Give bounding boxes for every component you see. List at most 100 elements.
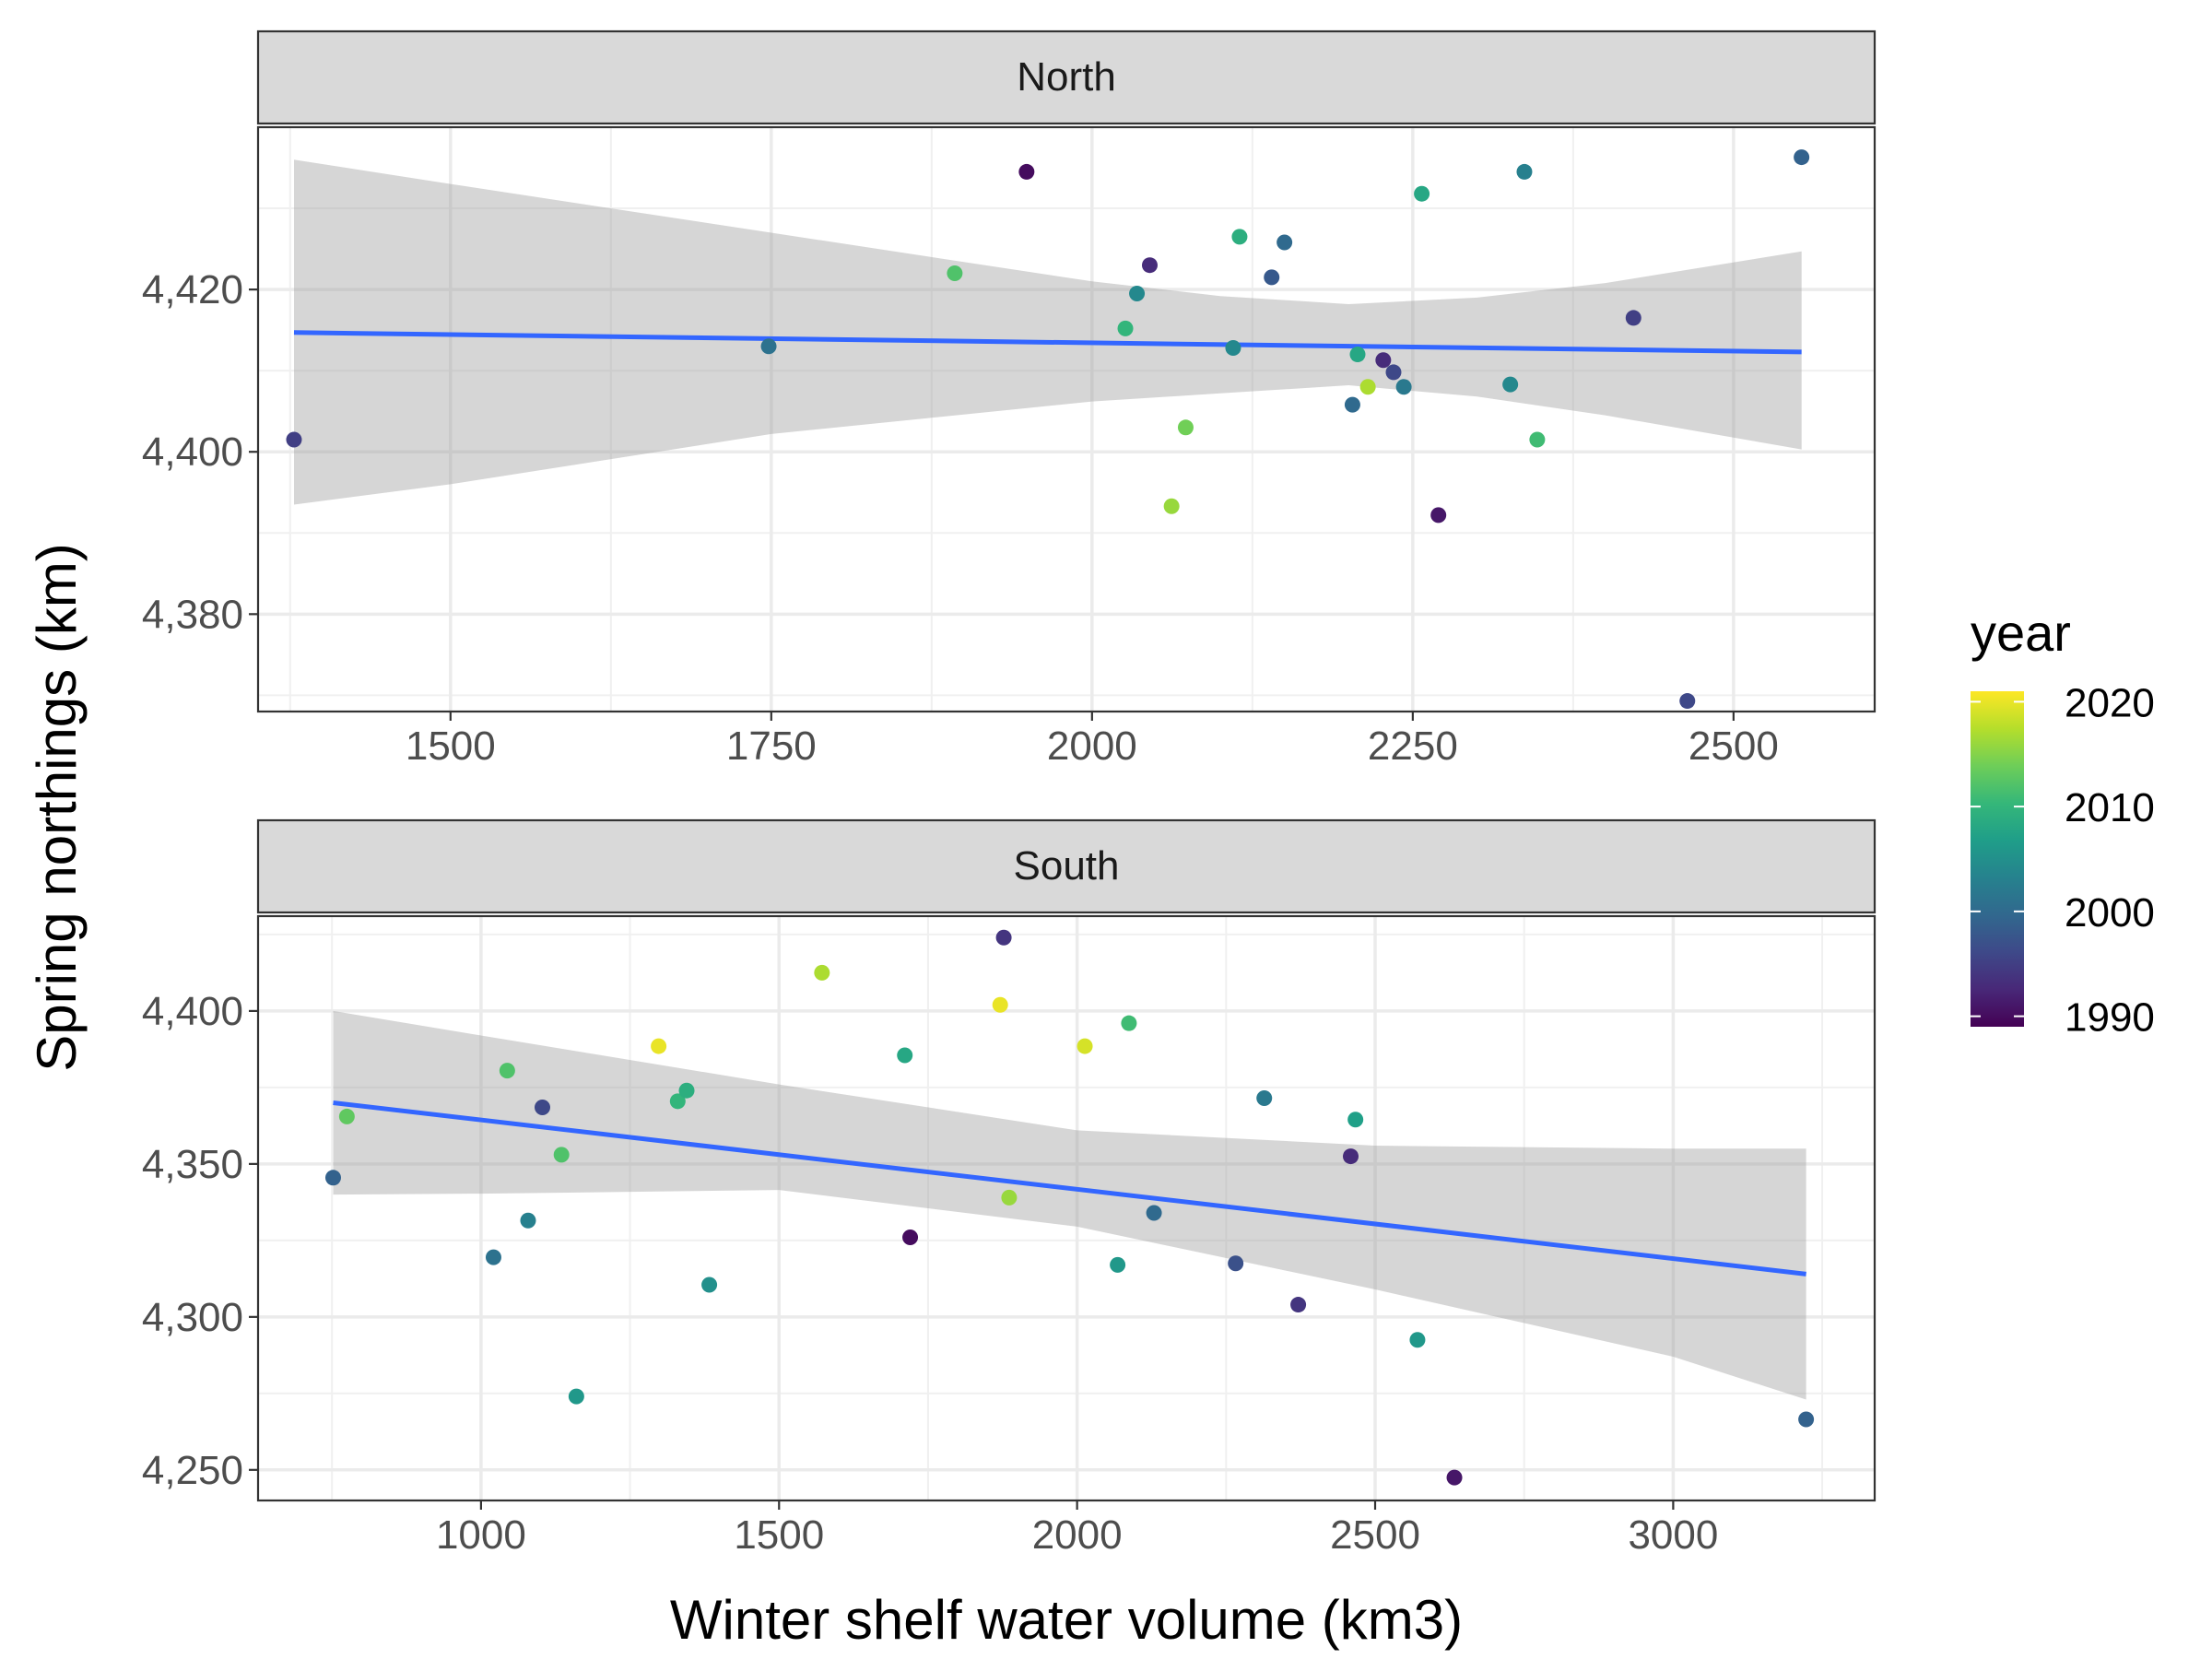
data-point-north — [947, 265, 963, 281]
legend-title: year — [1971, 604, 2071, 662]
y-tick-label: 4,420 — [142, 267, 243, 312]
data-point-north — [1679, 693, 1696, 710]
data-point-south — [1343, 1148, 1359, 1165]
y-tick-label: 4,400 — [142, 989, 243, 1034]
x-tick-label: 2250 — [1368, 724, 1458, 769]
y-axis-south: 4,250 4,300 4,350 4,400 — [142, 989, 258, 1493]
data-point-south — [568, 1388, 584, 1405]
data-point-north — [1359, 379, 1376, 395]
data-point-north — [1430, 507, 1447, 524]
data-point-south — [1256, 1090, 1273, 1107]
data-point-south — [651, 1038, 667, 1054]
data-point-south — [1798, 1411, 1815, 1428]
facet-north: North 1500 1750 2000 2250 2500 4,380 4,400 4,4… — [142, 29, 1877, 769]
y-tick-label: 4,300 — [142, 1295, 243, 1340]
x-tick-label: 2500 — [1688, 724, 1779, 769]
data-point-north — [1529, 431, 1546, 448]
data-point-north — [1414, 185, 1430, 202]
legend-ticks: 1990 2000 2010 2020 — [1971, 680, 2155, 1041]
strip-south — [256, 818, 1877, 914]
panel-border-south — [256, 914, 1877, 1502]
y-tick-label: 4,350 — [142, 1142, 243, 1187]
gridlines-north — [258, 127, 1875, 712]
legend-colorbar — [1971, 691, 2024, 1027]
data-point-south — [1409, 1332, 1426, 1348]
gridlines-south — [258, 916, 1875, 1500]
x-axis-north: 1500 1750 2000 2250 2500 — [406, 712, 1779, 769]
data-point-north — [1129, 286, 1146, 302]
fit-line-north — [293, 330, 1802, 355]
strip-label-north: North — [1017, 54, 1116, 100]
data-point-north — [1141, 257, 1158, 274]
confidence-band-north — [294, 159, 1802, 505]
data-point-south — [1228, 1255, 1244, 1272]
data-point-south — [338, 1108, 355, 1124]
data-point-north — [1117, 320, 1134, 336]
data-point-south — [995, 929, 1012, 946]
x-tick-label: 3000 — [1628, 1512, 1718, 1558]
y-tick-label: 4,400 — [142, 429, 243, 475]
data-point-north — [1344, 396, 1360, 413]
data-point-north — [1163, 498, 1180, 514]
data-point-south — [499, 1063, 515, 1079]
data-point-north — [1277, 234, 1293, 251]
data-point-north — [1018, 163, 1035, 180]
legend-break-label: 2010 — [2065, 785, 2155, 830]
data-point-south — [324, 1170, 341, 1186]
legend-break-label: 1990 — [2065, 995, 2155, 1041]
y-tick-label: 4,380 — [142, 592, 243, 637]
data-point-south — [520, 1212, 536, 1229]
data-point-north — [286, 431, 302, 448]
data-point-north — [1349, 347, 1366, 363]
data-point-south — [1121, 1015, 1137, 1031]
y-axis-north: 4,380 4,400 4,420 — [142, 267, 258, 637]
data-point-north — [1264, 269, 1280, 286]
data-point-south — [992, 996, 1008, 1013]
panel-border-north — [256, 125, 1877, 713]
x-tick-label: 1000 — [436, 1512, 526, 1558]
points-south — [324, 929, 1815, 1486]
data-point-south — [1446, 1469, 1463, 1486]
data-point-south — [1347, 1112, 1364, 1128]
x-tick-label: 1500 — [406, 724, 496, 769]
x-tick-label: 1750 — [726, 724, 817, 769]
legend-break-label: 2020 — [2065, 680, 2155, 725]
legend-break-label: 2000 — [2065, 890, 2155, 935]
data-point-north — [1177, 419, 1194, 436]
data-point-south — [897, 1047, 913, 1064]
data-point-south — [535, 1099, 551, 1115]
data-point-north — [1516, 163, 1533, 180]
color-legend: year 1990 2000 2010 2020 — [1971, 604, 2155, 1041]
x-tick-label: 2000 — [1047, 724, 1137, 769]
data-point-north — [760, 338, 777, 355]
data-point-north — [1395, 379, 1412, 395]
data-point-north — [1794, 149, 1810, 166]
strip-north — [256, 29, 1877, 125]
data-point-south — [1077, 1038, 1093, 1054]
data-point-north — [1231, 229, 1248, 245]
data-point-south — [669, 1093, 686, 1110]
data-point-south — [1110, 1256, 1126, 1273]
data-point-north — [1625, 310, 1641, 326]
data-point-south — [701, 1277, 718, 1293]
y-axis-title: Spring northings (km) — [26, 543, 88, 1072]
strip-label-south: South — [1014, 843, 1120, 888]
confidence-band-south — [333, 1010, 1806, 1400]
x-axis-south: 1000 1500 2000 2500 3000 — [436, 1500, 1718, 1558]
x-tick-label: 2000 — [1032, 1512, 1123, 1558]
data-point-south — [902, 1230, 919, 1246]
data-point-south — [1146, 1205, 1162, 1221]
data-point-south — [1001, 1189, 1018, 1206]
facet-south: South 1000 1500 2000 2500 3000 4,250 4,300 4,3… — [142, 818, 1877, 1558]
data-point-south — [814, 964, 830, 981]
data-point-north — [1375, 352, 1392, 369]
data-point-south — [1290, 1297, 1307, 1313]
panel-background-south — [258, 916, 1875, 1500]
x-tick-label: 1500 — [734, 1512, 824, 1558]
data-point-south — [553, 1147, 570, 1163]
fit-line-south — [333, 1100, 1806, 1277]
x-tick-label: 2500 — [1330, 1512, 1420, 1558]
data-point-south — [485, 1249, 501, 1265]
points-north — [286, 149, 1810, 710]
data-point-north — [1502, 376, 1519, 393]
